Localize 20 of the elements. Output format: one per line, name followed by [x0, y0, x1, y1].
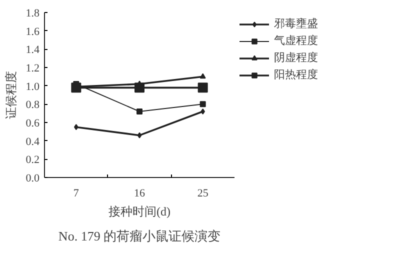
y-tick-label: 1.0	[26, 80, 40, 93]
x-axis-title: 接种时间(d)	[108, 204, 171, 218]
y-tick-label: 0.0	[26, 172, 40, 184]
y-tick-label: 0.6	[26, 118, 40, 130]
x-tick-label: 25	[197, 188, 209, 200]
legend-label: 阳热程度	[274, 68, 318, 82]
y-tick-label: 0.2	[26, 154, 40, 166]
y-tick-label: 0.4	[26, 136, 40, 148]
y-tick-label: 0.8	[26, 99, 40, 112]
legend-label: 阴虚程度	[274, 50, 318, 65]
y-tick-label: 1.2	[26, 62, 40, 74]
legend-label: 气虚程度	[274, 34, 318, 48]
y-axis-title: 证候程度	[4, 71, 18, 119]
x-tick-label: 7	[73, 188, 80, 200]
y-tick-label: 1.6	[26, 26, 40, 38]
legend-label: 邪毒壅盛	[274, 16, 318, 31]
x-tick-label: 16	[134, 188, 146, 200]
text: No. 179 的荷瘤小鼠证候演变	[58, 228, 221, 244]
y-tick-label: 1.4	[26, 44, 40, 56]
y-tick-label: 1.8	[26, 8, 40, 20]
